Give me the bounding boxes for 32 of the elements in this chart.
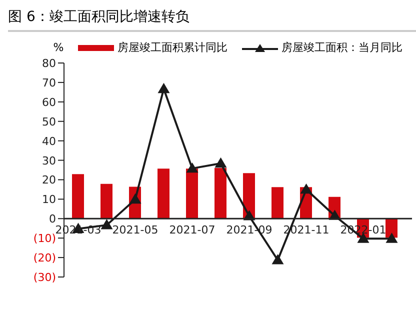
y-axis-title: %	[53, 41, 64, 54]
x-tick-label: 2021-07	[169, 224, 216, 237]
point	[186, 162, 198, 173]
y-tick-label: 70	[42, 76, 56, 90]
chart-title: 图 6：竣工面积同比增速转负	[8, 8, 416, 32]
point	[386, 232, 398, 243]
point	[272, 254, 284, 264]
legend-label: 房屋竣工面积：当月同比	[282, 40, 403, 55]
y-tick-label: 50	[42, 115, 56, 128]
point	[300, 183, 312, 194]
y-tick-label: (20)	[33, 252, 56, 265]
bar	[72, 174, 84, 219]
y-tick-label: (30)	[33, 271, 56, 284]
point	[214, 157, 227, 168]
y-tick-label: (10)	[33, 232, 56, 246]
y-tick-label: 30	[42, 154, 56, 168]
y-tick-label: 0	[49, 212, 56, 226]
y-tick-label: 10	[42, 193, 56, 206]
point	[158, 82, 170, 94]
x-tick-label: 2021-05	[112, 224, 158, 237]
y-tick-label: 20	[42, 174, 56, 187]
y-tick-label: 40	[42, 134, 56, 148]
bar	[214, 168, 226, 219]
bar	[158, 168, 170, 219]
point	[129, 193, 142, 204]
bar	[272, 187, 284, 219]
y-tick-label: 60	[42, 96, 56, 109]
legend-label: 房屋竣工面积累计同比	[118, 40, 228, 55]
point	[100, 219, 113, 230]
bar	[186, 168, 198, 219]
y-tick-label: 80	[42, 57, 56, 70]
bar	[100, 184, 112, 219]
